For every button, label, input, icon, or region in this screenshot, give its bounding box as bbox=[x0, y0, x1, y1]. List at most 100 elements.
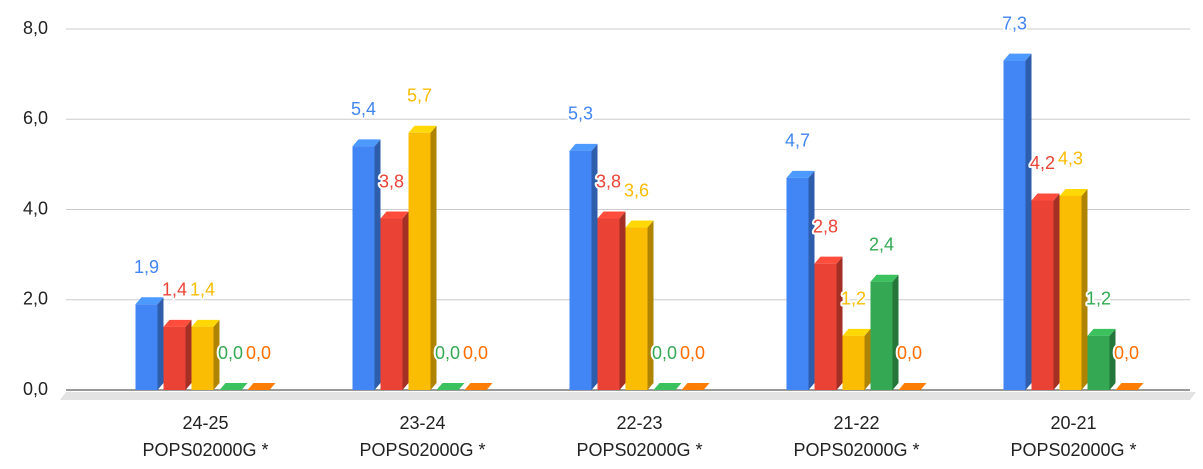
bar-top bbox=[247, 383, 276, 390]
value-label: 1,4 bbox=[162, 280, 187, 300]
bar-side bbox=[185, 319, 192, 390]
bar bbox=[1003, 60, 1026, 391]
value-label: 0,0 bbox=[463, 343, 488, 363]
bar bbox=[569, 150, 592, 390]
bar-top bbox=[569, 143, 598, 151]
bar-top bbox=[1115, 383, 1144, 390]
bar-top bbox=[870, 274, 899, 282]
bar-top bbox=[408, 125, 437, 133]
bar bbox=[786, 177, 809, 390]
value-label: 1,2 bbox=[841, 289, 866, 309]
bar-top bbox=[653, 383, 682, 390]
value-label: 0,0 bbox=[1114, 343, 1139, 363]
bar-top bbox=[681, 383, 710, 390]
value-label: 0,0 bbox=[680, 343, 705, 363]
value-label: 2,8 bbox=[813, 216, 838, 236]
bar-side bbox=[1081, 188, 1088, 390]
x-tick-label: 20-21 bbox=[1050, 413, 1096, 433]
y-tick-label: 6,0 bbox=[23, 108, 48, 128]
y-tick-label: 8,0 bbox=[23, 18, 48, 38]
value-label: 0,0 bbox=[246, 343, 271, 363]
bar-top bbox=[191, 319, 220, 327]
x-tick-label: 21-22 bbox=[833, 413, 879, 433]
bar-top bbox=[898, 383, 927, 390]
bar-side bbox=[430, 125, 437, 390]
y-tick-label: 2,0 bbox=[23, 289, 48, 309]
bar-side bbox=[402, 211, 409, 390]
bar-top bbox=[786, 170, 815, 178]
y-tick-label: 4,0 bbox=[23, 198, 48, 218]
bar bbox=[1087, 335, 1110, 390]
bar-side bbox=[1025, 53, 1032, 391]
bar-side bbox=[213, 319, 220, 390]
bar bbox=[870, 281, 893, 390]
bar-side bbox=[864, 328, 871, 390]
value-label: 1,4 bbox=[190, 280, 215, 300]
floor bbox=[60, 392, 1196, 400]
bar-side bbox=[647, 220, 654, 390]
value-label: 0,0 bbox=[218, 343, 243, 363]
bar-top bbox=[380, 211, 409, 219]
bar-top bbox=[464, 383, 493, 390]
bar-side bbox=[1053, 193, 1060, 390]
value-label: 7,3 bbox=[1002, 13, 1027, 33]
bar-top bbox=[597, 211, 626, 219]
x-tick-label: POPS02000G * bbox=[576, 440, 702, 460]
y-tick-label: 0,0 bbox=[23, 379, 48, 399]
value-label: 3,8 bbox=[596, 171, 621, 191]
x-tick-label: POPS02000G * bbox=[1010, 440, 1136, 460]
bar bbox=[352, 146, 375, 390]
x-tick-label: 24-25 bbox=[182, 413, 228, 433]
value-label: 0,0 bbox=[897, 343, 922, 363]
x-tick-label: POPS02000G * bbox=[793, 440, 919, 460]
bar bbox=[625, 227, 648, 390]
bar-top bbox=[1003, 53, 1032, 61]
bar-side bbox=[374, 139, 381, 390]
bar bbox=[380, 218, 403, 390]
value-label: 3,6 bbox=[624, 180, 649, 200]
x-tick-label: POPS02000G * bbox=[359, 440, 485, 460]
bar-side bbox=[808, 170, 815, 390]
bar-top bbox=[814, 256, 843, 264]
value-label: 4,7 bbox=[785, 131, 810, 151]
bar-side bbox=[1109, 328, 1116, 390]
x-tick-label: POPS02000G * bbox=[142, 440, 268, 460]
value-label: 5,3 bbox=[568, 104, 593, 124]
value-label: 1,2 bbox=[1086, 289, 1111, 309]
value-label: 5,4 bbox=[351, 99, 376, 119]
bar bbox=[163, 326, 186, 390]
bar-top bbox=[1031, 193, 1060, 201]
value-label: 5,7 bbox=[407, 86, 432, 106]
bar-top bbox=[219, 383, 248, 390]
bar-top bbox=[842, 328, 871, 336]
x-tick-label: 22-23 bbox=[616, 413, 662, 433]
value-label: 0,0 bbox=[435, 343, 460, 363]
bar-top bbox=[163, 319, 192, 327]
value-label: 4,2 bbox=[1030, 153, 1055, 173]
bar bbox=[1059, 195, 1082, 390]
value-label: 4,3 bbox=[1058, 149, 1083, 169]
bar-top bbox=[352, 139, 381, 147]
bar-top bbox=[436, 383, 465, 390]
bar-side bbox=[157, 297, 164, 390]
bar bbox=[135, 304, 158, 390]
bar bbox=[408, 132, 431, 390]
value-label: 1,9 bbox=[134, 257, 159, 277]
bar-side bbox=[836, 256, 843, 390]
bar-side bbox=[892, 274, 899, 390]
bar bbox=[597, 218, 620, 390]
bar-top bbox=[1087, 328, 1116, 336]
value-label: 3,8 bbox=[379, 171, 404, 191]
bar-top bbox=[1059, 188, 1088, 196]
value-label: 2,4 bbox=[869, 234, 894, 254]
bar-side bbox=[619, 211, 626, 390]
bar-side bbox=[591, 143, 598, 390]
value-label: 0,0 bbox=[652, 343, 677, 363]
bar bbox=[842, 335, 865, 390]
bar-top bbox=[625, 220, 654, 228]
bar-top bbox=[135, 297, 164, 305]
bar bbox=[814, 263, 837, 390]
x-tick-label: 23-24 bbox=[399, 413, 445, 433]
bar bbox=[191, 326, 214, 390]
